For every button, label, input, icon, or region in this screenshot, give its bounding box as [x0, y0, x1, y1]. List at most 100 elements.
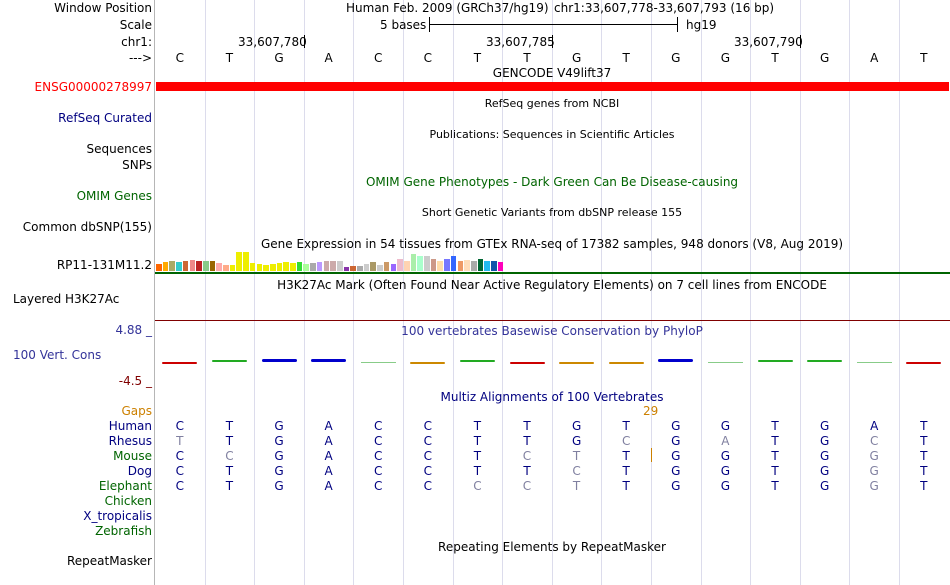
phylop-score-mark[interactable] [609, 362, 644, 364]
h3k27ac-track-title[interactable]: H3K27Ac Mark (Often Found Near Active Re… [277, 278, 827, 292]
phylop-score-mark[interactable] [162, 362, 197, 364]
phylop-score-mark[interactable] [708, 362, 743, 363]
gtex-tissue-bar[interactable] [256, 264, 263, 271]
gtex-tissue-bar[interactable] [357, 266, 363, 271]
aligned-base: C [522, 479, 532, 493]
refseq-track-label[interactable]: RefSeq Curated [58, 111, 152, 125]
species-label[interactable]: X_tropicalis [83, 509, 152, 523]
gtex-tissue-bar[interactable] [370, 262, 377, 271]
phylop-score-mark[interactable] [857, 362, 892, 363]
species-label[interactable]: Chicken [104, 494, 152, 508]
phylop-score-mark[interactable] [658, 359, 693, 362]
refseq-track-title[interactable]: RefSeq genes from NCBI [484, 97, 620, 110]
gtex-tissue-bar[interactable] [189, 260, 196, 271]
gtex-tissue-bar[interactable] [383, 262, 390, 271]
gtex-tissue-bar[interactable] [457, 261, 464, 271]
gtex-tissue-bar[interactable] [403, 261, 410, 271]
species-label[interactable]: Zebrafish [95, 524, 152, 538]
gtex-gene-label[interactable]: RP11-131M11.2 [56, 258, 152, 272]
gtex-tissue-bar[interactable] [283, 262, 289, 271]
gtex-tissue-bar[interactable] [336, 261, 343, 271]
phylop-score-mark[interactable] [361, 362, 396, 363]
gtex-tissue-bar[interactable] [450, 256, 457, 271]
h3k27ac-track-label[interactable]: Layered H3K27Ac [13, 292, 120, 306]
gtex-tissue-bar[interactable] [323, 261, 330, 271]
phylop-score-mark[interactable] [410, 362, 445, 364]
gtex-tissue-bar[interactable] [223, 265, 229, 271]
gtex-tissue-bar[interactable] [363, 264, 370, 271]
gtex-tissue-bar[interactable] [196, 261, 202, 271]
gtex-tissue-bar[interactable] [410, 254, 417, 271]
phylop-score-mark[interactable] [559, 362, 594, 364]
gtex-tissue-bar[interactable] [437, 261, 444, 271]
gtex-tissue-bar[interactable] [209, 261, 216, 271]
phylop-score-mark[interactable] [510, 362, 545, 364]
aligned-base: G [819, 479, 830, 493]
repeatmasker-track-title[interactable]: Repeating Elements by RepeatMasker [438, 540, 666, 554]
publications-label-sequences[interactable]: Sequences [86, 142, 152, 156]
gtex-tissue-bar[interactable] [229, 265, 236, 271]
gtex-tissue-bar[interactable] [243, 252, 249, 271]
species-label[interactable]: Human [108, 419, 152, 433]
omim-track-title[interactable]: OMIM Gene Phenotypes - Dark Green Can Be… [365, 175, 739, 189]
phylop-track-title[interactable]: 100 vertebrates Basewise Conservation by… [401, 324, 703, 338]
gtex-tissue-bar[interactable] [169, 261, 176, 271]
omim-track-label[interactable]: OMIM Genes [76, 189, 152, 203]
gtex-tissue-bar[interactable] [269, 264, 276, 271]
gtex-tissue-bar[interactable] [470, 261, 477, 271]
gtex-tissue-bar[interactable] [444, 259, 450, 271]
dbsnp-track-title[interactable]: Short Genetic Variants from dbSNP releas… [421, 206, 683, 219]
gtex-tissue-bar[interactable] [156, 264, 162, 271]
phylop-score-mark[interactable] [807, 360, 842, 362]
gtex-tissue-bar[interactable] [310, 263, 316, 271]
gtex-tissue-bar[interactable] [484, 261, 490, 271]
multiz-track-title[interactable]: Multiz Alignments of 100 Vertebrates [440, 390, 664, 404]
gtex-tissue-bar[interactable] [202, 261, 209, 271]
species-label[interactable]: Dog [127, 464, 152, 478]
gtex-tissue-bar[interactable] [343, 267, 350, 271]
phylop-score-mark[interactable] [906, 362, 941, 364]
gtex-tissue-bar[interactable] [216, 263, 222, 271]
gtex-tissue-bar[interactable] [477, 259, 484, 271]
gtex-tissue-bar[interactable] [397, 259, 403, 271]
gtex-tissue-bar[interactable] [316, 262, 323, 271]
gtex-tissue-bar[interactable] [430, 259, 437, 271]
gencode-gene-bar[interactable] [156, 82, 949, 91]
gtex-track-title[interactable]: Gene Expression in 54 tissues from GTEx … [260, 237, 844, 251]
phylop-track-label[interactable]: 100 Vert. Cons [13, 348, 102, 362]
gtex-tissue-bar[interactable] [390, 264, 397, 271]
phylop-score-mark[interactable] [212, 360, 247, 362]
phylop-score-mark[interactable] [262, 359, 297, 362]
position-range[interactable]: chr1:33,607,778-33,607,793 (16 bp) [554, 1, 775, 15]
gtex-tissue-bar[interactable] [296, 262, 303, 271]
gencode-gene-label[interactable]: ENSG00000278997 [34, 80, 152, 94]
gtex-tissue-bar[interactable] [464, 260, 470, 271]
gtex-tissue-bar[interactable] [162, 262, 169, 271]
gtex-tissue-bar[interactable] [249, 263, 256, 271]
gtex-tissue-bar[interactable] [377, 265, 383, 271]
gtex-tissue-bar[interactable] [424, 256, 430, 271]
gtex-tissue-bar[interactable] [350, 266, 356, 271]
gtex-tissue-bar[interactable] [497, 262, 504, 271]
dbsnp-track-label[interactable]: Common dbSNP(155) [22, 220, 152, 234]
publications-label-snps[interactable]: SNPs [122, 158, 152, 172]
gtex-tissue-bar[interactable] [176, 262, 182, 271]
phylop-score-mark[interactable] [460, 360, 495, 362]
repeatmasker-track-label[interactable]: RepeatMasker [66, 554, 152, 568]
gtex-tissue-bar[interactable] [276, 263, 283, 271]
gencode-track-title[interactable]: GENCODE V49lift37 [492, 66, 612, 80]
gtex-tissue-bar[interactable] [330, 261, 336, 271]
gtex-tissue-bar[interactable] [182, 261, 189, 271]
species-label[interactable]: Elephant [98, 479, 152, 493]
gtex-tissue-bar[interactable] [303, 264, 310, 271]
species-label[interactable]: Mouse [113, 449, 152, 463]
phylop-score-mark[interactable] [311, 359, 346, 362]
gtex-tissue-bar[interactable] [263, 265, 269, 271]
species-label[interactable]: Rhesus [108, 434, 152, 448]
gtex-tissue-bar[interactable] [290, 263, 296, 271]
gtex-tissue-bar[interactable] [236, 252, 243, 271]
gtex-tissue-bar[interactable] [491, 261, 497, 271]
gtex-tissue-bar[interactable] [417, 256, 423, 271]
phylop-score-mark[interactable] [758, 360, 793, 362]
publications-track-title[interactable]: Publications: Sequences in Scientific Ar… [429, 128, 675, 141]
